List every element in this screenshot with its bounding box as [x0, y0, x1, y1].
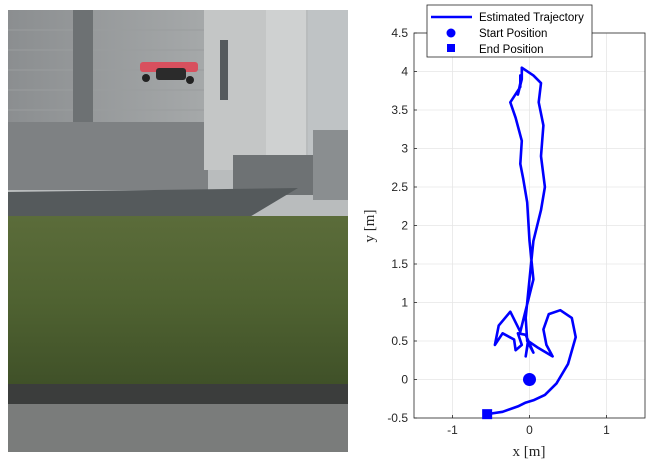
y-tick-label: 2.5	[391, 180, 408, 194]
y-tick-label: 1.5	[391, 257, 408, 271]
legend: Estimated Trajectory Start Position End …	[426, 4, 593, 58]
trajectory-line	[485, 66, 577, 416]
y-tick-label: -0.5	[387, 411, 408, 425]
legend-item-trajectory: Estimated Trajectory	[479, 12, 584, 24]
legend-square-swatch	[447, 44, 455, 52]
end-position-marker	[482, 409, 493, 420]
y-tick-label: 3	[401, 142, 408, 156]
legend-item-end: End Position	[479, 44, 544, 56]
y-tick-label: 4.5	[391, 26, 408, 40]
y-axis-label: y [m]	[362, 210, 378, 243]
y-tick-label: 1	[401, 296, 408, 310]
legend-circle-swatch	[446, 28, 456, 38]
y-tick-label: 0.5	[391, 334, 408, 348]
y-tick-label: 4	[401, 65, 408, 79]
x-tick-label: -1	[447, 423, 458, 437]
drone-photo	[8, 10, 348, 452]
legend-item-start: Start Position	[479, 28, 547, 40]
y-tick-label: 0	[401, 373, 408, 387]
start-position-marker	[523, 373, 536, 386]
drone-icon	[140, 62, 198, 84]
trajectory-chart: -1 0 1 -0.5 0 0.5 1 1.5 2 2.5 3 3.5 4 4.5 x [m] y [m]…	[352, 0, 647, 465]
y-tick-label: 2	[401, 219, 408, 233]
x-tick-label: 1	[603, 423, 610, 437]
y-tick-label: 3.5	[391, 103, 408, 117]
x-tick-label: 0	[526, 423, 533, 437]
x-axis-label: x [m]	[513, 444, 546, 460]
